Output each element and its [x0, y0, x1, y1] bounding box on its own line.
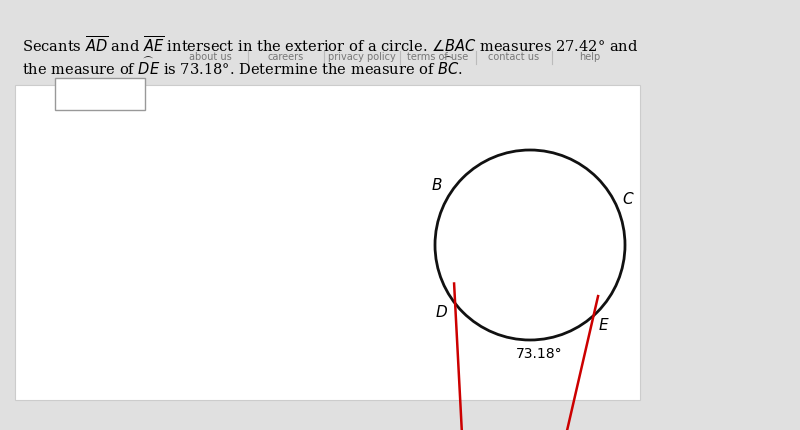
- Text: help: help: [579, 52, 601, 62]
- Text: careers: careers: [268, 52, 304, 62]
- Text: the measure of $\overset{\frown}{DE}$ is 73.18°. Determine the measure of $\over: the measure of $\overset{\frown}{DE}$ is…: [22, 55, 463, 78]
- Text: terms of use: terms of use: [407, 52, 469, 62]
- FancyBboxPatch shape: [15, 85, 640, 400]
- Text: D: D: [435, 305, 447, 320]
- Text: about us: about us: [189, 52, 231, 62]
- Text: B: B: [432, 178, 442, 193]
- Text: Secants $\overline{AD}$ and $\overline{AE}$ intersect in the exterior of a circl: Secants $\overline{AD}$ and $\overline{A…: [22, 35, 638, 55]
- Text: privacy policy: privacy policy: [328, 52, 396, 62]
- FancyBboxPatch shape: [55, 78, 145, 110]
- Text: C: C: [622, 192, 633, 207]
- Text: contact us: contact us: [489, 52, 539, 62]
- Text: E: E: [598, 318, 608, 332]
- Text: 73.18°: 73.18°: [516, 347, 562, 361]
